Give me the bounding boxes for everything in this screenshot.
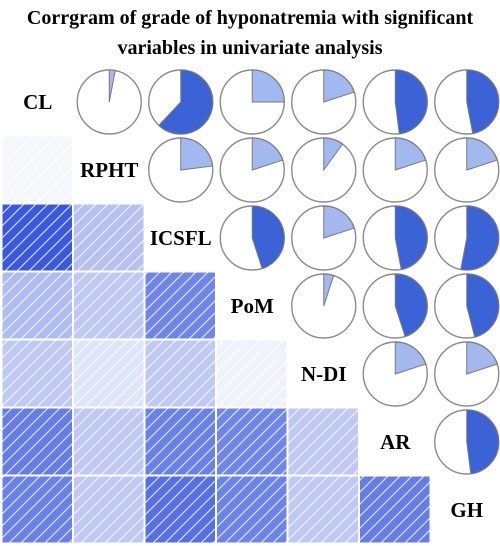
pie-icsfl-gh bbox=[434, 205, 500, 271]
pie-rpht-gh bbox=[434, 137, 500, 203]
shade-hatch bbox=[73, 272, 144, 339]
shade-ar-cl bbox=[1, 407, 73, 476]
pie-cl-pom bbox=[219, 69, 285, 135]
shade-n-di-pom bbox=[216, 339, 288, 408]
pie-slice bbox=[180, 137, 214, 171]
chart-title-line-2: variables in univariate analysis bbox=[117, 37, 382, 59]
shade-hatch bbox=[73, 204, 144, 271]
pie-rpht-n-di bbox=[291, 137, 357, 203]
pie-slice bbox=[394, 205, 428, 271]
pie-n-di-ar bbox=[362, 341, 428, 407]
shade-ar-icsfl bbox=[144, 407, 216, 476]
shade-icsfl-rpht bbox=[73, 203, 145, 272]
shade-icsfl-cl bbox=[1, 203, 73, 272]
variable-label-pom: PoM bbox=[231, 294, 274, 318]
pie-slice bbox=[323, 69, 355, 103]
pie-slice bbox=[466, 273, 500, 338]
pie-rpht-ar bbox=[362, 137, 428, 203]
shade-hatch bbox=[145, 408, 216, 475]
pie-slice bbox=[251, 205, 285, 270]
shade-hatch bbox=[2, 136, 73, 203]
pie-slice bbox=[323, 205, 355, 239]
pie-n-di-gh bbox=[434, 341, 500, 407]
pie-cl-ar bbox=[362, 69, 428, 135]
variable-label-rpht: RPHT bbox=[80, 158, 138, 182]
pie-slice bbox=[323, 137, 344, 172]
shade-gh-cl bbox=[1, 475, 73, 544]
pie-slice bbox=[108, 69, 116, 103]
shade-hatch bbox=[73, 476, 144, 543]
shade-hatch bbox=[216, 408, 287, 475]
shade-rpht-cl bbox=[1, 135, 73, 204]
shade-n-di-rpht bbox=[73, 339, 145, 408]
shade-hatch bbox=[359, 476, 430, 543]
shade-pom-icsfl bbox=[144, 271, 216, 340]
shade-ar-pom bbox=[216, 407, 288, 476]
shade-hatch bbox=[216, 340, 287, 407]
shade-hatch bbox=[2, 476, 73, 543]
pie-cl-icsfl bbox=[148, 69, 214, 135]
pie-ar-gh bbox=[434, 409, 500, 475]
shade-hatch bbox=[145, 340, 216, 407]
pie-pom-ar bbox=[362, 273, 428, 339]
shade-pom-rpht bbox=[73, 271, 145, 340]
pie-slice bbox=[466, 137, 498, 171]
shade-pom-cl bbox=[1, 271, 73, 340]
shade-gh-pom bbox=[216, 475, 288, 544]
pie-slice bbox=[394, 273, 428, 338]
pie-cl-rpht bbox=[76, 69, 142, 135]
variable-label-icsfl: ICSFL bbox=[150, 226, 212, 250]
shade-hatch bbox=[2, 340, 73, 407]
shade-n-di-cl bbox=[1, 339, 73, 408]
variable-label-ar: AR bbox=[380, 430, 411, 454]
pie-slice bbox=[158, 69, 214, 135]
shade-hatch bbox=[288, 476, 359, 543]
pie-slice bbox=[394, 341, 427, 375]
shade-ar-n-di bbox=[287, 407, 359, 476]
pie-slice bbox=[460, 205, 500, 271]
pie-icsfl-pom bbox=[219, 205, 285, 271]
pie-rpht-pom bbox=[219, 137, 285, 203]
pie-slice bbox=[466, 409, 500, 475]
shade-hatch bbox=[2, 204, 73, 271]
pie-slice bbox=[394, 69, 428, 135]
corrgram-cells bbox=[1, 69, 500, 544]
shade-gh-rpht bbox=[73, 475, 145, 544]
pie-pom-gh bbox=[434, 273, 500, 339]
shade-n-di-icsfl bbox=[144, 339, 216, 408]
pie-icsfl-ar bbox=[362, 205, 428, 271]
shade-gh-ar bbox=[359, 475, 431, 544]
pie-slice bbox=[466, 69, 500, 135]
pie-slice bbox=[251, 69, 285, 103]
shade-hatch bbox=[216, 476, 287, 543]
pie-slice bbox=[466, 341, 498, 375]
pie-cl-n-di bbox=[291, 69, 357, 135]
shade-hatch bbox=[2, 272, 73, 339]
pie-pom-n-di bbox=[291, 273, 357, 339]
variable-label-n-di: N-DI bbox=[301, 362, 347, 386]
pie-slice bbox=[394, 137, 427, 171]
chart-title-line-1: Corrgram of grade of hyponatremia with s… bbox=[27, 7, 474, 29]
shade-hatch bbox=[288, 408, 359, 475]
shade-hatch bbox=[2, 408, 73, 475]
shade-hatch bbox=[73, 408, 144, 475]
shade-hatch bbox=[145, 476, 216, 543]
variable-label-cl: CL bbox=[23, 90, 52, 114]
pie-slice bbox=[323, 273, 335, 307]
shade-hatch bbox=[145, 272, 216, 339]
pie-icsfl-n-di bbox=[291, 205, 357, 271]
shade-hatch bbox=[73, 340, 144, 407]
shade-gh-icsfl bbox=[144, 475, 216, 544]
variable-labels: CL RPHT ICSFL PoM N-DI AR GH bbox=[23, 90, 483, 522]
pie-slice bbox=[251, 137, 284, 171]
shade-ar-rpht bbox=[73, 407, 145, 476]
pie-rpht-icsfl bbox=[148, 137, 214, 203]
shade-gh-n-di bbox=[287, 475, 359, 544]
pie-cl-gh bbox=[434, 69, 500, 135]
variable-label-gh: GH bbox=[450, 498, 483, 522]
